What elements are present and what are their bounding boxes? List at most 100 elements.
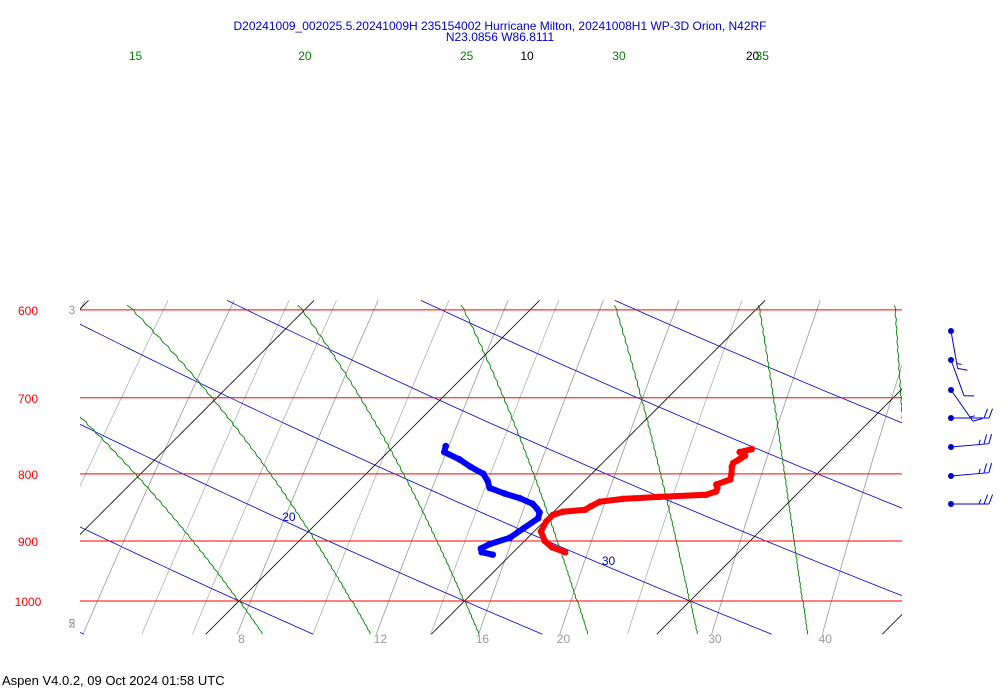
temperature-trace-point — [542, 518, 550, 525]
dewpoint-trace-point — [480, 470, 487, 478]
isotherm-line — [882, 613, 902, 635]
isotherm-line — [431, 300, 766, 635]
mixing-ratio-label: 40 — [819, 632, 833, 646]
wind-barb-flag — [988, 462, 993, 473]
wind-barb-half-flag — [978, 439, 981, 445]
pressure-label: 700 — [18, 392, 38, 406]
temperature-trace-point — [596, 498, 604, 505]
moist-adiabat-label: 15 — [129, 49, 143, 63]
dewpoint-trace-point — [440, 448, 448, 456]
dewpoint-trace-point — [501, 490, 508, 497]
temperature-trace-point — [548, 543, 556, 551]
mixing-ratio-line — [430, 300, 560, 635]
dewpoint-trace-point — [533, 505, 541, 512]
dry-adiabat-line — [80, 423, 543, 635]
temperature-trace-point — [713, 481, 720, 488]
dry-adiabat-line — [226, 300, 902, 597]
dewpoint-trace-point — [489, 551, 497, 559]
wind-barb-flag — [988, 433, 993, 444]
pressure-label: 900 — [18, 535, 38, 549]
dewpoint-trace-point — [520, 524, 528, 532]
pressure-label: 800 — [18, 468, 38, 482]
pressure-label: 600 — [18, 304, 38, 318]
temperature-trace-point — [735, 456, 743, 463]
isotherm-label: 20 — [746, 49, 760, 63]
temperature-trace-point — [726, 476, 734, 483]
mixing-ratio-label: 30 — [708, 632, 722, 646]
mixing-ratio-line — [192, 300, 337, 635]
temperature-trace-point — [587, 503, 594, 510]
axis-labels: 60070080090010002010-1001020301015202530… — [15, 49, 833, 646]
dewpoint-trace-point — [486, 540, 494, 548]
mixing-ratio-label: 12 — [374, 632, 388, 646]
temperature-trace-point — [741, 452, 749, 460]
mixing-ratio-line — [80, 300, 86, 312]
dry-adiabat-line — [80, 323, 772, 635]
temperature-trace-point — [729, 459, 737, 467]
wind-barb-shaft — [950, 389, 974, 422]
temperature-trace-point — [549, 511, 556, 519]
temperature-trace — [537, 446, 755, 556]
isotherm-label: 10 — [520, 49, 534, 63]
moist-adiabat-line — [80, 416, 263, 635]
temperature-trace-point — [581, 506, 589, 514]
mixing-ratio-lines — [80, 300, 902, 635]
wind-barb-shaft — [950, 330, 959, 369]
chart-title: D20241009_002025.5.20241009H 235154002 H… — [233, 19, 767, 33]
mixing-ratio-line — [80, 300, 169, 487]
mixing-ratio-line — [711, 300, 821, 635]
footer-version: Aspen V4.0.2, 09 Oct 2024 01:58 UTC — [2, 673, 225, 688]
mixing-ratio-line — [627, 300, 743, 635]
wind-barb-flag — [957, 367, 968, 371]
dry-adiabat-line — [80, 631, 84, 635]
mixing-ratio-label: 16 — [476, 632, 490, 646]
wind-barb-half-flag — [978, 499, 982, 505]
moist-adiabat-line — [893, 305, 902, 426]
temperature-trace-point — [537, 528, 545, 535]
mixing-ratio-line — [141, 300, 290, 635]
mixing-ratio-label: 2 — [69, 616, 76, 630]
isobars — [80, 309, 902, 602]
dewpoint-trace-point — [442, 442, 450, 450]
moist-adiabat-line — [460, 304, 589, 635]
chart-subtitle: N23.0856 W86.8111 — [445, 30, 555, 44]
temperature-trace-point — [561, 548, 569, 556]
dewpoint-trace-point — [506, 534, 513, 542]
mixing-ratio-label: 20 — [557, 632, 571, 646]
wind-barb-flag — [983, 434, 988, 445]
temperature-trace-point — [736, 448, 744, 456]
dewpoint-trace-point — [529, 500, 536, 507]
isotherm-line — [80, 300, 315, 536]
dewpoint-trace-point — [484, 477, 491, 485]
isotherms — [80, 300, 902, 635]
dry-adiabat-line — [420, 300, 902, 509]
dewpoint-trace-point — [534, 515, 542, 522]
mixing-ratio-line — [236, 300, 379, 635]
moist-adiabat-label: 20 — [298, 49, 312, 63]
wind-barb-flag — [983, 463, 988, 474]
temperature-trace-point — [702, 491, 710, 499]
mixing-ratio-line — [82, 300, 235, 635]
moist-adiabat-label: 35 — [756, 49, 770, 63]
temperature-trace-point — [748, 445, 755, 453]
dry-adiabats — [80, 300, 902, 635]
dewpoint-trace-point — [477, 545, 485, 552]
mixing-ratio-label: 5 — [69, 616, 76, 630]
isotherm-line — [656, 388, 902, 635]
dewpoint-trace-point — [456, 456, 463, 463]
sounding-series — [440, 442, 755, 559]
wind-barb-flag — [988, 494, 994, 505]
moist-adiabat-line — [297, 304, 480, 635]
wind-barb-shaft — [950, 443, 989, 448]
temperature-trace-point — [541, 537, 549, 545]
mixing-ratio-line — [375, 300, 509, 635]
isotherm-line — [80, 300, 89, 310]
mixing-ratio-line — [559, 300, 680, 635]
wind-barb-half-flag — [978, 468, 981, 474]
mixing-ratio-label: 3 — [69, 303, 76, 317]
moist-adiabat-line — [126, 304, 371, 635]
isotherm-line — [205, 300, 540, 635]
wind-barb-shaft — [950, 472, 989, 477]
dewpoint-trace-point — [486, 484, 493, 492]
